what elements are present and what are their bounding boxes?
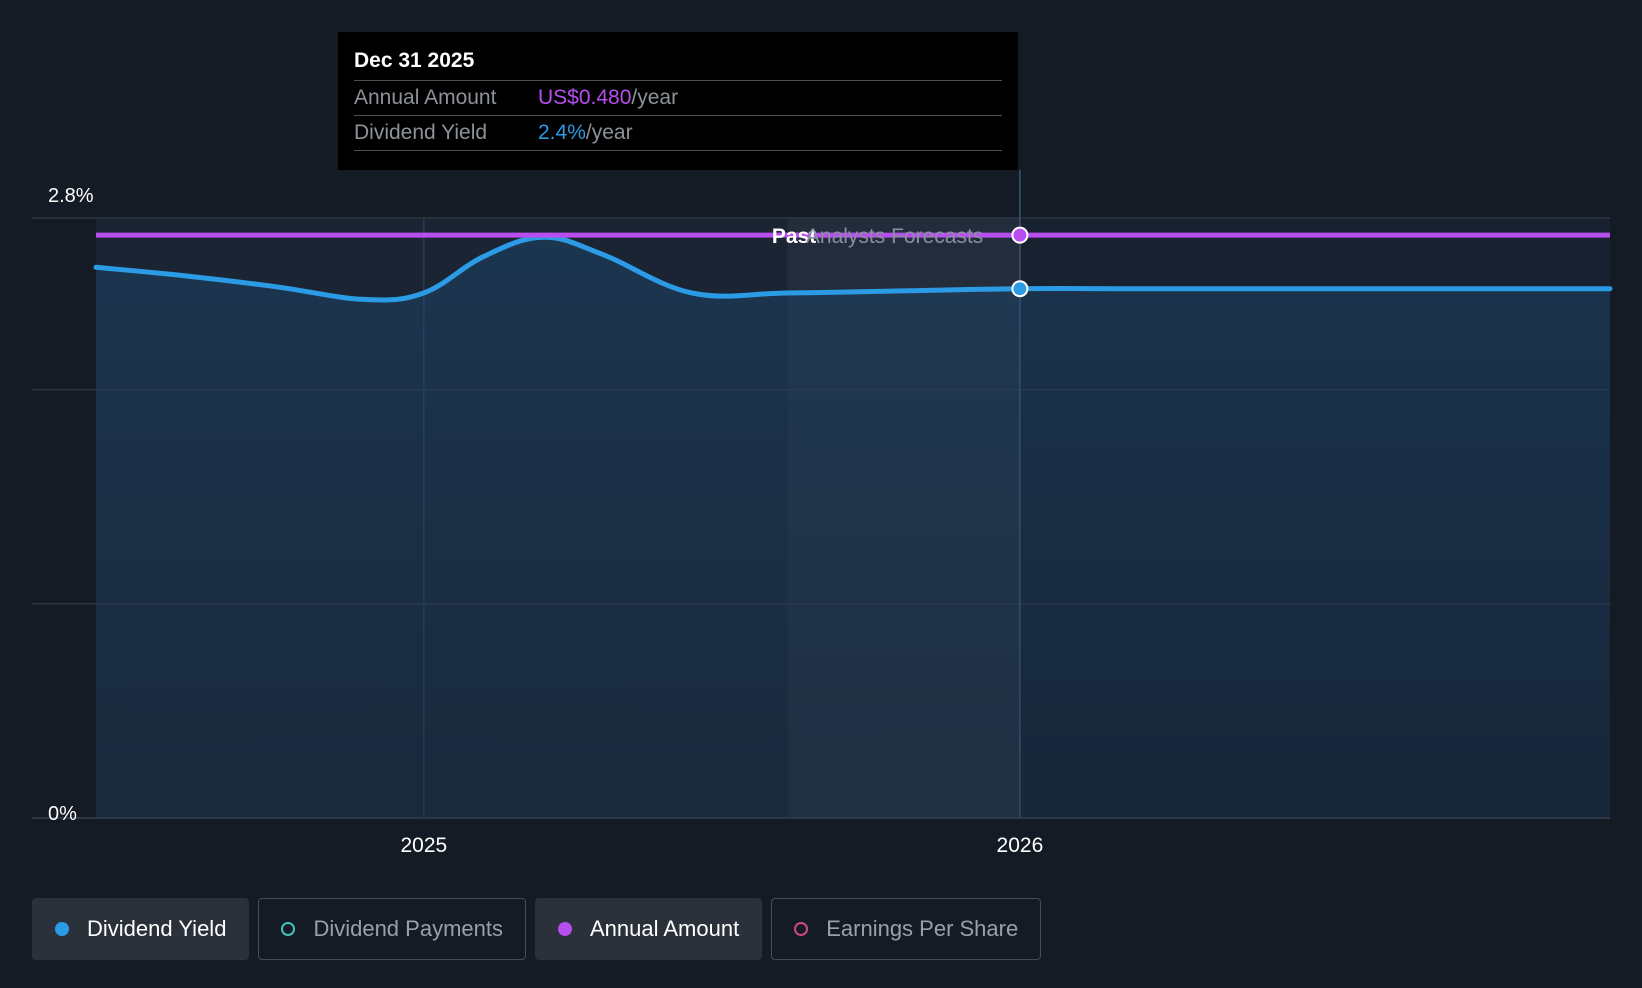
legend-label: Dividend Yield (87, 916, 227, 941)
tooltip-label: Dividend Yield (354, 121, 488, 144)
legend: Dividend Yield Dividend Payments Annual … (32, 898, 1042, 960)
dividend-yield-dot-icon (55, 922, 69, 936)
dividend-yield-area (96, 237, 1610, 818)
tooltip-value: US$0.480 (538, 86, 632, 109)
tooltip-suffix: /year (631, 86, 679, 109)
y-tick-label: 2.8% (48, 185, 94, 207)
tooltip-row-dividend-yield: Dividend Yield 2.4% /year (354, 116, 1002, 151)
legend-annual-amount[interactable]: Annual Amount (534, 898, 763, 960)
tooltip-row-annual-amount: Annual Amount US$0.480 /year (354, 81, 1002, 116)
tooltip-suffix: /year (585, 121, 633, 144)
dividend-yield-line (93, 234, 1613, 303)
annual-amount-dot-icon (557, 922, 572, 936)
legend-label: Earnings Per Share (826, 916, 1019, 941)
x-tick-label: 2025 (400, 834, 447, 857)
legend-dividend-yield[interactable]: Dividend Yield (32, 898, 250, 960)
x-tick-label: 2026 (997, 834, 1044, 857)
legend-label: Annual Amount (589, 916, 740, 941)
tooltip: Dec 31 2025 Annual Amount US$0.480 /year… (338, 32, 1018, 170)
tooltip-date: Dec 31 2025 (354, 46, 1002, 81)
annual-amount-marker (1011, 226, 1029, 244)
y-tick-label: 0% (48, 803, 77, 825)
tooltip-label: Annual Amount (354, 86, 497, 109)
legend-label: Dividend Payments (313, 916, 503, 941)
tooltip-value: 2.4% (538, 121, 586, 144)
legend-dividend-payments[interactable]: Dividend Payments (258, 898, 526, 960)
forecast-label: Analysts Forecasts (806, 225, 983, 248)
dividend-yield-marker (1011, 280, 1029, 298)
legend-earnings-per-share[interactable]: Earnings Per Share (771, 898, 1042, 960)
earnings-per-share-dot-icon (794, 922, 809, 936)
past-label: Past (772, 225, 816, 248)
dividend-payments-dot-icon (281, 922, 296, 936)
